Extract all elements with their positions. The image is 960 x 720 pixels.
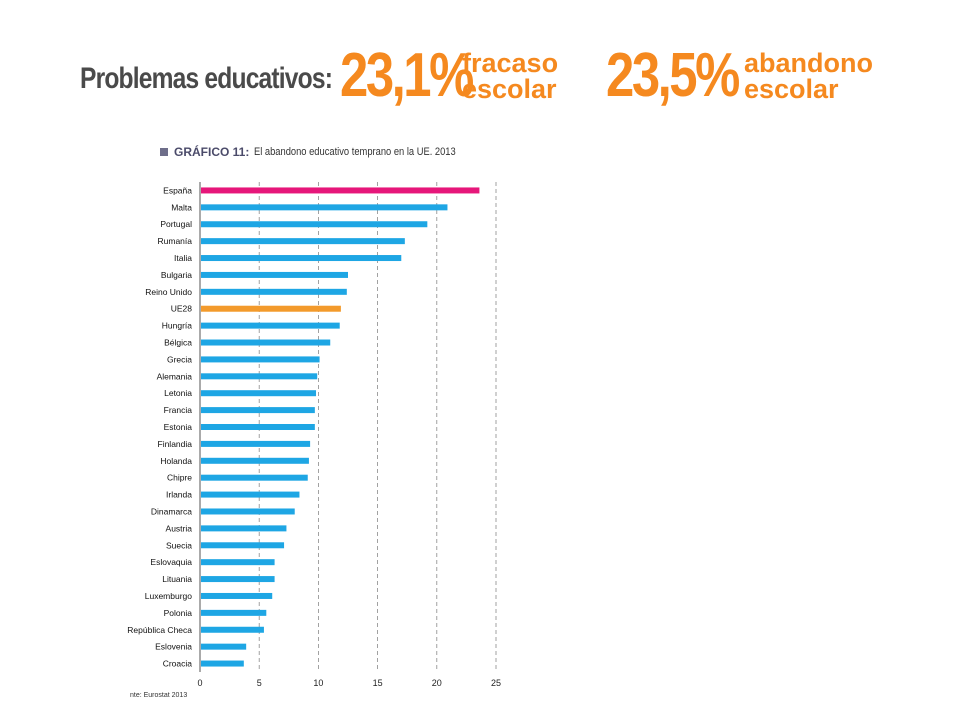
bar (201, 576, 275, 583)
x-tick-label: 25 (491, 678, 501, 688)
category-label: Finlandia (158, 439, 193, 449)
category-label: Holanda (160, 456, 192, 466)
bar (201, 271, 348, 278)
category-label: República Checa (127, 625, 192, 635)
bar (201, 508, 295, 515)
category-label: Dinamarca (151, 506, 192, 516)
x-tick-label: 0 (197, 678, 202, 688)
bar (201, 609, 267, 616)
bar (201, 322, 340, 329)
category-label: Eslovaquia (150, 557, 192, 567)
bar (201, 626, 264, 633)
category-label: Austria (166, 523, 193, 533)
category-label: Suecia (166, 540, 192, 550)
category-label: Eslovenia (155, 642, 192, 652)
bar (201, 592, 273, 599)
bar (201, 643, 247, 650)
category-label: Luxemburgo (145, 591, 193, 601)
category-label: Bélgica (164, 338, 192, 348)
dropout-rate-label: abandono escolar (744, 48, 873, 104)
bar (201, 204, 448, 211)
bar (201, 221, 428, 228)
bar (201, 559, 275, 566)
chart-title-text: El abandono educativo temprano en la UE.… (254, 146, 457, 158)
category-label: Irlanda (166, 490, 192, 500)
dropout-rate-label-line1: abandono (744, 48, 873, 78)
failure-rate-label-line1: fracaso (462, 48, 559, 78)
failure-rate-label: fracaso escolar (462, 48, 559, 104)
bar (201, 255, 402, 262)
x-tick-label: 5 (257, 678, 262, 688)
bar (201, 660, 244, 667)
bar (201, 424, 315, 430)
x-tick-label: 15 (373, 678, 383, 688)
chart-title-label: GRÁFICO 11: (174, 145, 250, 159)
bar (201, 373, 318, 380)
chart-title-square-icon (160, 148, 168, 156)
dropout-rate-label-line2: escolar (744, 74, 839, 104)
category-label: Estonia (164, 422, 193, 432)
bar (201, 305, 341, 312)
bar (201, 238, 405, 245)
failure-rate-label-line2: escolar (462, 74, 557, 104)
category-label: Polonia (164, 608, 193, 618)
bar (201, 339, 331, 346)
category-label: Grecia (167, 354, 192, 364)
category-label: Reino Unido (145, 287, 192, 297)
page-headline: Problemas educativos: (80, 62, 333, 95)
bar (201, 390, 317, 397)
dropout-rate-value: 23,5% (606, 41, 740, 110)
category-label: UE28 (171, 304, 193, 314)
category-label: Letonia (164, 388, 192, 398)
category-label: Hungría (162, 321, 193, 331)
chart-title: GRÁFICO 11: El abandono educativo tempra… (160, 145, 492, 159)
category-label: Chipre (167, 473, 192, 483)
category-label: Malta (171, 202, 192, 212)
category-label: Croacia (163, 659, 193, 669)
bar (201, 356, 320, 363)
bar (201, 187, 480, 194)
category-label: Francia (164, 405, 193, 415)
category-label: Italia (174, 253, 192, 263)
bar (201, 491, 300, 498)
x-tick-label: 20 (432, 678, 442, 688)
bar (201, 440, 311, 447)
dropout-rate-stat: 23,5% abandono escolar (606, 44, 873, 108)
x-tick-label: 10 (313, 678, 323, 688)
bar (201, 288, 347, 295)
bar (201, 542, 285, 549)
category-label: Rumanía (158, 236, 193, 246)
category-label: Alemania (157, 371, 193, 381)
category-label: Bulgaria (161, 270, 192, 280)
bar (201, 474, 308, 481)
chart-source: nte: Eurostat 2013 (130, 692, 188, 699)
bar (201, 457, 309, 464)
bar (201, 407, 315, 414)
category-label: España (163, 185, 192, 195)
category-label: Lituania (162, 574, 192, 584)
bar (201, 525, 287, 532)
failure-rate-stat: 23,1% fracaso escolar (340, 44, 558, 108)
category-label: Portugal (160, 219, 192, 229)
